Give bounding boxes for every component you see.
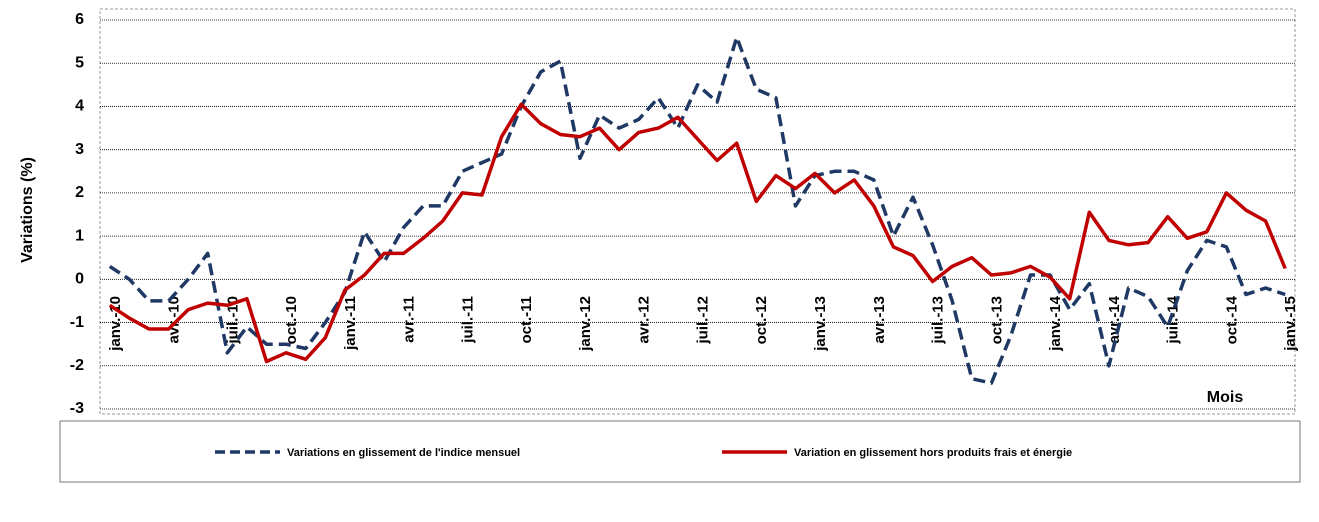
y-tick-label: 1 <box>75 227 84 244</box>
x-tick-label: avr.-13 <box>871 296 888 344</box>
x-tick-label: janv.-11 <box>342 296 359 351</box>
x-tick-label: oct.-13 <box>988 296 1005 344</box>
x-tick-label: juil.-14 <box>1165 295 1182 344</box>
x-tick-label: avr.-10 <box>166 296 183 344</box>
y-tick-label: -3 <box>70 400 84 417</box>
legend-label: Variations en glissement de l'indice men… <box>287 447 520 459</box>
series-line <box>108 35 1286 385</box>
x-tick-label: janv.-10 <box>107 296 124 352</box>
x-tick-label: oct.-14 <box>1223 295 1240 344</box>
y-tick-label: 4 <box>75 98 84 115</box>
x-tick-label: avr.-11 <box>401 296 418 343</box>
x-tick-label: oct.-10 <box>283 296 300 344</box>
plot-frame <box>99 8 1296 415</box>
y-tick-label: -2 <box>70 357 84 374</box>
y-tick-label: 3 <box>75 141 84 158</box>
x-tick-label: avr.-12 <box>636 296 653 344</box>
y-tick-label: 0 <box>75 271 84 288</box>
y-tick-label: -1 <box>70 314 84 331</box>
x-tick-label: oct.-12 <box>753 296 770 344</box>
legend-box <box>59 420 1301 483</box>
x-axis-title: Mois <box>1207 389 1244 406</box>
x-tick-label: janv.-13 <box>812 296 829 352</box>
x-tick-label: juil.-10 <box>224 296 241 345</box>
legend-label: Variation en glissement hors produits fr… <box>794 447 1072 459</box>
y-tick-label: 2 <box>75 184 84 201</box>
x-tick-label: juil.-13 <box>930 296 947 345</box>
x-tick-label: avr.-14 <box>1106 295 1123 343</box>
y-tick-label: 6 <box>75 11 84 28</box>
x-tick-label: juil.-11 <box>459 296 476 344</box>
y-tick-label: 5 <box>75 54 84 71</box>
x-tick-label: juil.-12 <box>694 296 711 345</box>
y-axis-title: Variations (%) <box>19 157 36 263</box>
x-tick-label: janv.-15 <box>1282 296 1299 352</box>
x-tick-label: janv.-14 <box>1047 295 1064 351</box>
series-line <box>108 102 1287 364</box>
x-tick-label: janv.-12 <box>577 296 594 352</box>
x-tick-label: oct.-11 <box>518 296 535 344</box>
